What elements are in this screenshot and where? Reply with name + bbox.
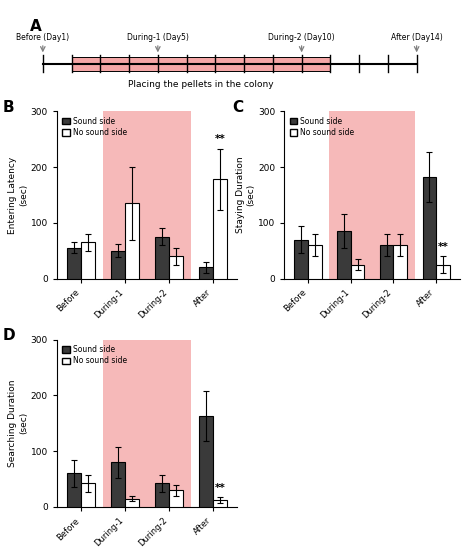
- Bar: [72, 57, 330, 71]
- Bar: [81, 483, 95, 507]
- Bar: [125, 203, 139, 278]
- Text: During-2 (Day10): During-2 (Day10): [268, 33, 335, 42]
- Bar: [199, 416, 213, 507]
- Bar: [329, 111, 415, 278]
- Bar: [169, 256, 183, 278]
- Text: Before (Day1): Before (Day1): [16, 33, 69, 42]
- Bar: [294, 240, 308, 278]
- Bar: [213, 179, 227, 278]
- Bar: [213, 500, 227, 507]
- Text: After (Day14): After (Day14): [391, 33, 443, 42]
- Text: **: **: [215, 134, 225, 144]
- Text: C: C: [232, 100, 243, 115]
- Text: During-1 (Day5): During-1 (Day5): [127, 33, 189, 42]
- Text: B: B: [3, 100, 15, 115]
- Bar: [380, 245, 393, 278]
- Bar: [81, 242, 95, 278]
- Bar: [393, 245, 407, 278]
- Legend: Sound side, No sound side: Sound side, No sound side: [61, 344, 128, 367]
- Bar: [351, 265, 365, 278]
- Bar: [169, 490, 183, 507]
- Legend: Sound side, No sound side: Sound side, No sound side: [288, 115, 356, 139]
- Text: **: **: [215, 483, 225, 493]
- Bar: [111, 251, 125, 278]
- Bar: [337, 231, 351, 278]
- Y-axis label: Staying Duration
(sec): Staying Duration (sec): [236, 157, 255, 233]
- Bar: [199, 267, 213, 278]
- Text: D: D: [3, 328, 16, 343]
- Y-axis label: Entering Latency
(sec): Entering Latency (sec): [9, 157, 28, 233]
- Bar: [308, 245, 322, 278]
- Y-axis label: Searching Duration
(sec): Searching Duration (sec): [9, 379, 28, 467]
- Text: **: **: [438, 242, 448, 252]
- Bar: [67, 248, 81, 278]
- Bar: [125, 499, 139, 507]
- Text: Placing the pellets in the colony: Placing the pellets in the colony: [128, 80, 274, 89]
- Legend: Sound side, No sound side: Sound side, No sound side: [61, 115, 128, 139]
- Bar: [436, 265, 450, 278]
- Bar: [111, 462, 125, 507]
- Bar: [155, 483, 169, 507]
- Bar: [67, 473, 81, 507]
- Bar: [155, 237, 169, 278]
- Bar: [103, 111, 191, 278]
- Bar: [103, 340, 191, 507]
- Text: A: A: [30, 18, 42, 33]
- Bar: [422, 177, 436, 278]
